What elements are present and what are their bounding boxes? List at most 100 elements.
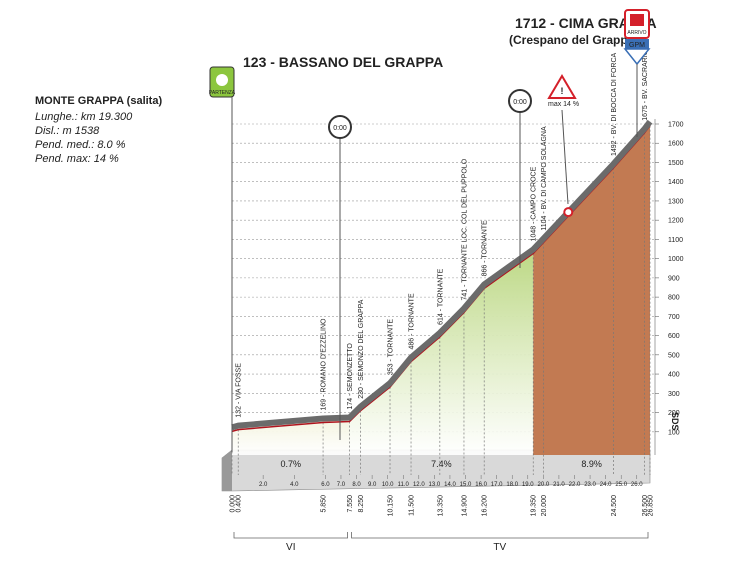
climb-info: Pend. max: 14 % (35, 153, 119, 165)
finish-label: 1712 - CIMA GRAPPA (515, 15, 657, 31)
x-tick-label: 11.0 (398, 482, 410, 488)
start-icon-label: PARTENZA (209, 90, 236, 96)
finish-icon-label: ARRIVO (627, 30, 646, 36)
y-tick-label: 600 (668, 333, 680, 340)
x-tick-label: 26.0 (631, 482, 643, 488)
waypoint-label: 353 - TORNANTE (388, 319, 395, 375)
x-tick-label: 20.0 (538, 482, 550, 488)
max-gradient-label: max 14 % (548, 101, 579, 108)
gradient-segment (232, 417, 350, 455)
kom-marker (563, 207, 574, 218)
y-tick-label: 1500 (668, 160, 684, 167)
x-tick-label: 16.0 (475, 482, 487, 488)
km-label: 0.000 (230, 495, 237, 513)
credit: SDS (670, 412, 680, 431)
waypoint-label: 230 - SEMONZO DEL GRAPPA (358, 299, 365, 399)
time-check-icon: 0:00 (508, 89, 532, 268)
km-label: 14.900 (461, 495, 468, 517)
km-label: 8.250 (358, 495, 365, 513)
y-tick-label: 300 (668, 391, 680, 398)
base-front (222, 450, 232, 491)
x-tick-label: 22.0 (569, 482, 581, 488)
km-label: 26.500 (642, 495, 649, 517)
x-tick-label: 14.0 (444, 482, 456, 488)
km-label: 11.500 (409, 495, 416, 516)
max-gradient-icon: ! max 14 % (547, 74, 579, 205)
y-tick-label: 1300 (668, 198, 684, 205)
region-label: VI (286, 542, 295, 553)
y-tick-label: 800 (668, 295, 680, 302)
x-tick-label: 2.0 (259, 482, 268, 488)
slope-label: 8.9% (581, 459, 602, 469)
kom-icon: GPM (623, 39, 651, 66)
x-tick-label: 9.0 (368, 482, 377, 488)
x-tick-label: 19.0 (522, 482, 534, 488)
y-tick-label: 1400 (668, 179, 684, 186)
climb-info: Disl.: m 1538 (35, 125, 100, 137)
waypoint-label: 1675 - BV. SACRARIO (642, 49, 649, 120)
km-label: 13.350 (437, 495, 444, 517)
waypoint-label: 132 - VIA FOSSE (236, 363, 243, 418)
x-tick-label: 24.0 (600, 482, 612, 488)
start-icon: PARTENZA (209, 66, 236, 98)
region-label: TV (493, 542, 506, 553)
start-label: 123 - BASSANO DEL GRAPPA (243, 54, 443, 70)
climb-title: MONTE GRAPPA (salita) (35, 95, 162, 107)
x-tick-label: 21.0 (553, 482, 565, 488)
x-tick-label: 6.0 (321, 482, 330, 488)
waypoint-label: 866 - TORNANTE (482, 220, 489, 276)
region-bracket (351, 532, 649, 539)
x-tick-label: 8.0 (352, 482, 361, 488)
y-tick-label: 1100 (668, 237, 683, 244)
kom-icon-label: GPM (629, 42, 645, 49)
km-label: 26.850 (648, 495, 655, 517)
waypoint-label: 741 - TORNANTE LOC. COL DEL PUPPOLO (461, 158, 468, 300)
x-tick-label: 15.0 (460, 482, 472, 488)
y-tick-label: 900 (668, 275, 680, 282)
road (231, 119, 653, 431)
x-tick-label: 10.0 (382, 482, 394, 488)
y-tick-label: 1200 (668, 218, 684, 225)
km-label: 10.150 (388, 495, 395, 517)
x-tick-label: 23.0 (584, 482, 596, 488)
waypoint-label: 174 - SEMONZETTO (347, 343, 354, 410)
x-tick-label: 4.0 (290, 482, 299, 488)
finish-sublabel: (Crespano del Grappa) (509, 33, 638, 47)
y-tick-label: 500 (668, 352, 680, 359)
y-tick-label: 100 (668, 429, 680, 436)
climb-info: Pend. med.: 8.0 % (35, 139, 126, 151)
km-label: 24.500 (611, 495, 618, 517)
y-tick-label: 1600 (668, 141, 684, 148)
waypoint-label: 486 - TORNANTE (409, 293, 416, 349)
km-label: 7.550 (347, 495, 354, 513)
km-label: 19.350 (531, 495, 538, 517)
km-label: 16.200 (482, 495, 489, 517)
km-label: 0.400 (236, 495, 243, 513)
finish-icon: ARRIVO (624, 9, 650, 39)
waypoint-label: 1104 - BV. DI CAMPO SOLAGNA (541, 126, 548, 231)
x-tick-label: 13.0 (429, 482, 441, 488)
y-tick-label: 200 (668, 410, 680, 417)
time-check-icon: 0:00 (328, 115, 352, 440)
waypoint-label: 614 - TORNANTE (437, 268, 444, 324)
x-tick-label: 12.0 (413, 482, 425, 488)
x-tick-label: 18.0 (506, 482, 518, 488)
y-tick-label: 700 (668, 314, 680, 321)
waypoint-label: 1492 - BV. DI BOCCA DI FORCA (611, 52, 618, 156)
y-tick-label: 1000 (668, 256, 684, 263)
km-label: 5.850 (321, 495, 328, 513)
gradient-segment (349, 249, 534, 455)
gradient-segment (533, 121, 650, 455)
time-check-label: 0:00 (333, 125, 347, 132)
time-check-label: 0:00 (513, 99, 527, 106)
x-tick-label: 25.0 (615, 482, 627, 488)
waypoint-label: 1048 - CAMPO CROCE (531, 166, 538, 241)
x-tick-label: 17.0 (491, 482, 503, 488)
region-bracket (233, 532, 348, 539)
slope-label: 0.7% (281, 459, 302, 469)
waypoint-label: 169 - ROMANO D'EZZELINO (321, 318, 328, 411)
y-tick-label: 400 (668, 372, 680, 379)
climb-info: Lunghe.: km 19.300 (35, 111, 133, 123)
warning-mark: ! (561, 86, 564, 96)
